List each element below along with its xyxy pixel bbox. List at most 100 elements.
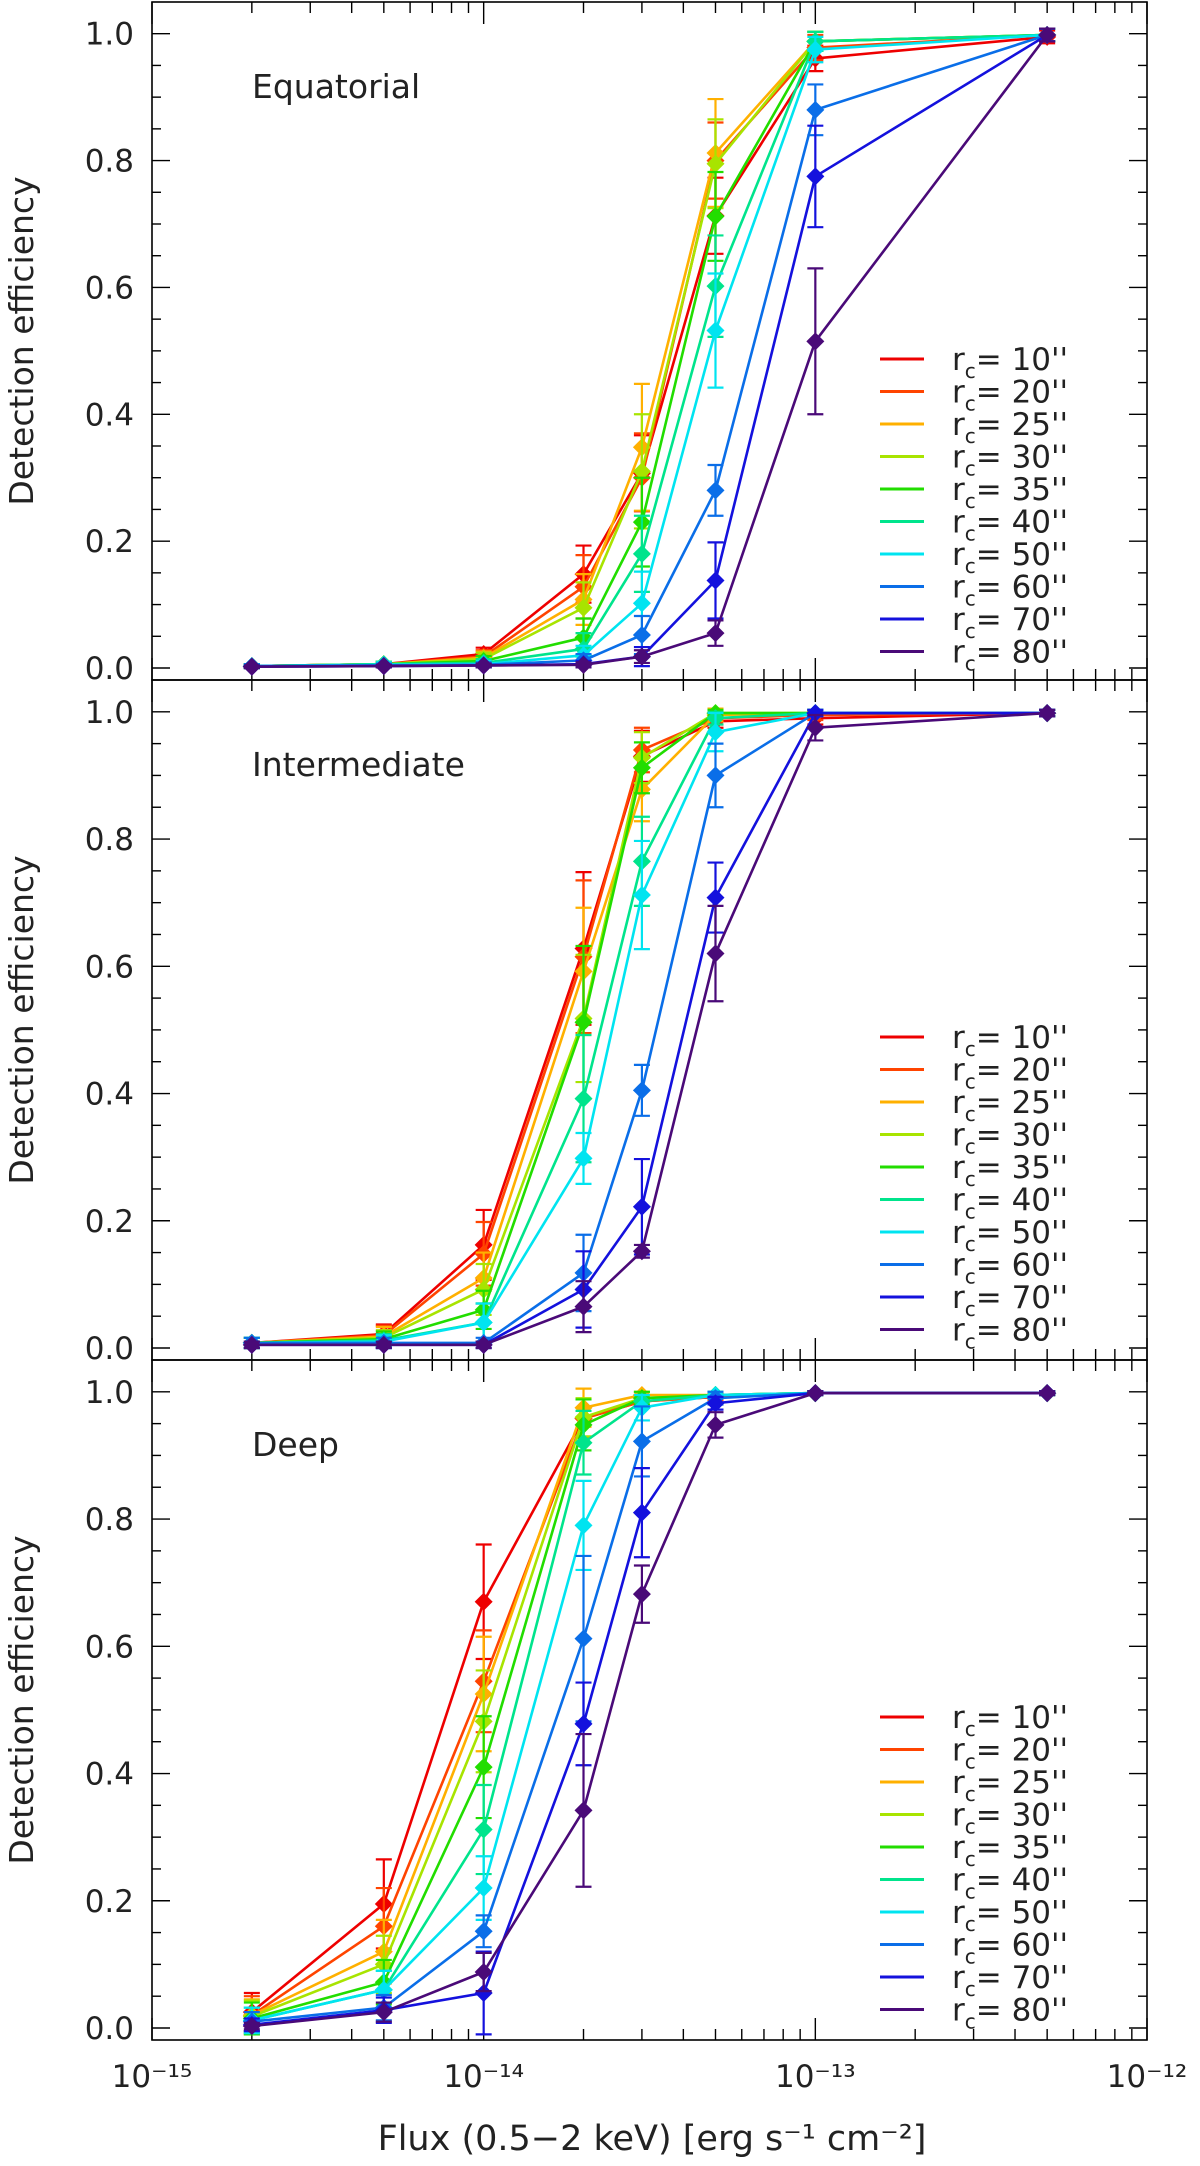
data-point [632, 647, 651, 666]
data-point [632, 1197, 651, 1216]
legend-label: rc= 35'' [952, 1150, 1068, 1191]
series-80arcsec [242, 1384, 1057, 2036]
data-point [806, 718, 825, 737]
series-line [251, 34, 1049, 669]
data-point [706, 154, 725, 173]
legend-item: rc= 80'' [880, 635, 1068, 676]
legend-label: rc= 20'' [952, 375, 1068, 416]
data-point [706, 481, 725, 500]
data-point [374, 1335, 393, 1354]
series-line [251, 1391, 1048, 2028]
legend-label: rc= 50'' [952, 537, 1068, 578]
data-point [806, 704, 825, 723]
panel-title: Deep [252, 1425, 339, 1464]
legend-item: rc= 35'' [880, 1150, 1068, 1191]
legend-label: rc= 40'' [952, 1863, 1068, 1904]
series-80arcsec [242, 704, 1057, 1354]
data-point [474, 1335, 493, 1354]
series-35arcsec [242, 1384, 1057, 2036]
y-tick-label: 0.2 [85, 1204, 134, 1240]
legend-label: rc= 25'' [952, 1765, 1068, 1806]
data-point [706, 624, 725, 643]
series-60arcsec [242, 1384, 1057, 2033]
legend-label: rc= 30'' [952, 440, 1068, 481]
panel-title: Equatorial [252, 67, 420, 106]
legend-item: rc= 10'' [880, 1700, 1068, 1741]
legend-item: rc= 70'' [880, 602, 1068, 643]
data-point [474, 1313, 493, 1332]
data-point [574, 1013, 593, 1032]
legend-label: rc= 35'' [952, 472, 1068, 513]
series-line [251, 711, 1048, 1345]
legend-label: rc= 30'' [952, 1118, 1068, 1159]
series-70arcsec [242, 1384, 1057, 2036]
series-80arcsec [242, 25, 1057, 676]
series-line [251, 711, 1048, 1345]
series-line [251, 711, 1048, 1345]
series-line [251, 1391, 1048, 2020]
data-point [632, 462, 651, 481]
data-point [374, 657, 393, 676]
series-line [251, 1391, 1048, 2017]
data-point [574, 1297, 593, 1316]
data-point [632, 626, 651, 645]
data-point [806, 332, 825, 351]
data-point [632, 1081, 651, 1100]
y-tick-label: 0.4 [85, 1757, 134, 1793]
data-point [632, 544, 651, 563]
legend-label: rc= 80'' [952, 1993, 1068, 2034]
data-point [632, 758, 651, 777]
legend-label: rc= 10'' [952, 342, 1068, 383]
data-point [806, 1384, 825, 1403]
data-point [632, 1242, 651, 1261]
x-tick-label: 10⁻¹² [1107, 2059, 1188, 2095]
series-line [251, 711, 1048, 1345]
data-point [706, 571, 725, 590]
data-point [574, 1149, 593, 1168]
series-line [251, 1391, 1048, 2022]
legend-item: rc= 35'' [880, 1830, 1068, 1871]
legend-item: rc= 35'' [880, 472, 1068, 513]
data-point [574, 1516, 593, 1535]
legend-item: rc= 10'' [880, 342, 1068, 383]
series-line [251, 1391, 1048, 2022]
series-20arcsec [242, 1384, 1057, 2036]
legend-label: rc= 40'' [952, 505, 1068, 546]
legend-item: rc= 40'' [880, 1863, 1068, 1904]
data-point [706, 321, 725, 340]
legend-label: rc= 10'' [952, 1020, 1068, 1061]
legend: rc= 10''rc= 20''rc= 25''rc= 30''rc= 35''… [880, 342, 1068, 676]
series-line [251, 1391, 1048, 2018]
panel-deep: 0.0 0.2 0.4 0.6 0.8 1.0 Detection efficiency De… [2, 1359, 1148, 2047]
y-tick-label: 0.6 [85, 270, 134, 306]
data-point [706, 723, 725, 742]
legend-item: rc= 70'' [880, 1960, 1068, 2001]
data-point [1038, 25, 1057, 44]
series-50arcsec [242, 1384, 1057, 2035]
series-70arcsec [242, 704, 1057, 1354]
y-tick-label: 0.0 [85, 1331, 134, 1367]
legend-label: rc= 80'' [952, 635, 1068, 676]
legend-label: rc= 35'' [952, 1830, 1068, 1871]
data-point [706, 766, 725, 785]
data-point [242, 2017, 261, 2036]
legend-label: rc= 40'' [952, 1183, 1068, 1224]
data-point [574, 598, 593, 617]
series-line [251, 1391, 1048, 2023]
panel-intermediate: 0.0 0.2 0.4 0.6 0.8 1.0 Detection efficiency In… [2, 679, 1148, 1367]
y-axis-label: Detection efficiency [2, 176, 41, 505]
data-point [1038, 704, 1057, 723]
legend-item: rc= 50'' [880, 1215, 1068, 1256]
legend-label: rc= 80'' [952, 1313, 1068, 1354]
series-25arcsec [242, 1384, 1057, 2033]
y-tick-label: 0.8 [85, 1502, 134, 1538]
data-point [574, 1714, 593, 1733]
series-line [251, 711, 1048, 1345]
data-point [574, 1801, 593, 1820]
data-point [706, 944, 725, 963]
legend-item: rc= 20'' [880, 1053, 1068, 1094]
data-point [474, 1758, 493, 1777]
legend-item: rc= 20'' [880, 1733, 1068, 1774]
legend-label: rc= 25'' [952, 1085, 1068, 1126]
